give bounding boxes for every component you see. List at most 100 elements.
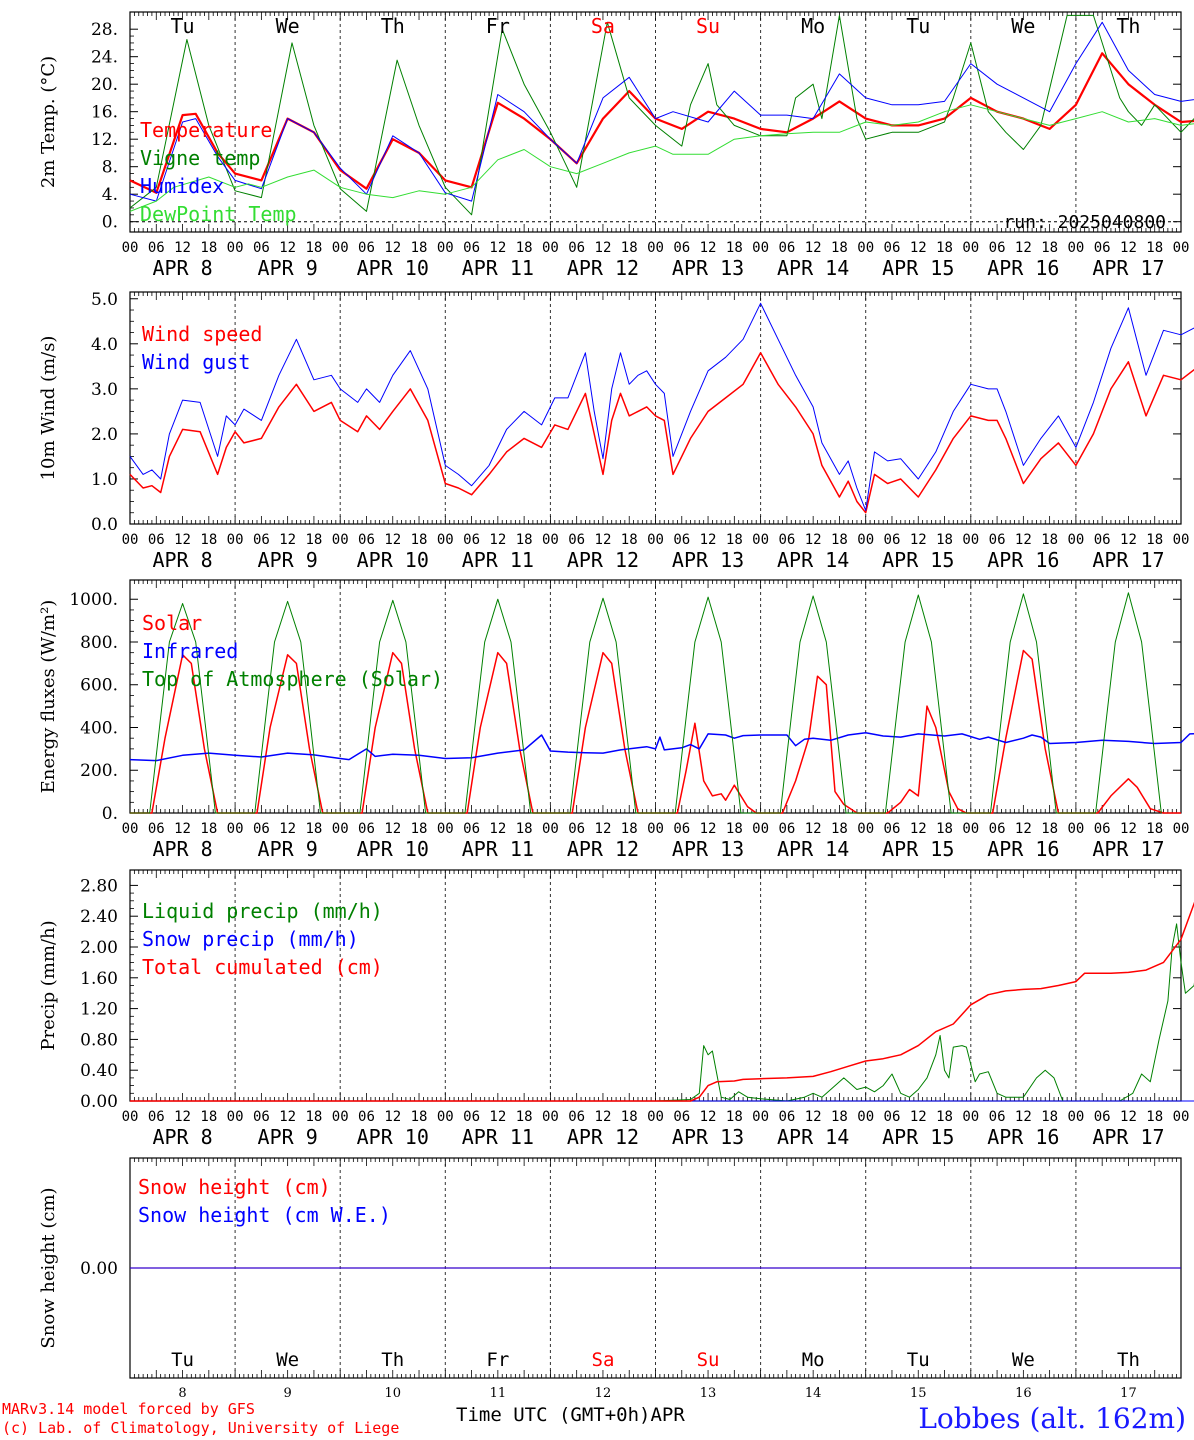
y-axis-label: Precip (mm/h)	[38, 920, 59, 1050]
hour-tick-label: 06	[568, 532, 585, 548]
y-tick-label: 4.	[102, 185, 118, 205]
hour-tick-label: 06	[463, 821, 480, 837]
day-of-week-label: Tu	[171, 14, 195, 38]
hour-tick-label: 12	[279, 240, 296, 256]
bottom-day-label: We	[1012, 1349, 1035, 1371]
date-label: APR 14	[777, 837, 849, 861]
hour-tick-label: 18	[621, 240, 638, 256]
day-of-week-label: Tu	[906, 14, 930, 38]
hour-tick-label: 06	[253, 532, 270, 548]
hour-tick-label: 00	[1067, 1109, 1084, 1125]
date-label: APR 17	[1092, 256, 1164, 280]
y-tick-label: 20.	[91, 75, 118, 95]
hour-tick-label: 12	[595, 240, 612, 256]
hour-tick-label: 12	[595, 532, 612, 548]
legend-entry: Temperature	[140, 118, 272, 142]
hour-tick-label: 18	[621, 532, 638, 548]
hour-tick-label: 12	[174, 1109, 191, 1125]
hour-tick-label: 00	[227, 532, 244, 548]
hour-tick-label: 00	[962, 532, 979, 548]
date-label: APR 8	[152, 1125, 212, 1149]
hour-tick-label: 00	[752, 532, 769, 548]
date-label: APR 16	[987, 837, 1059, 861]
hour-tick-label: 00	[437, 240, 454, 256]
hour-tick-label: 00	[332, 1109, 349, 1125]
date-label: APR 15	[882, 837, 954, 861]
hour-tick-label: 06	[358, 821, 375, 837]
hour-tick-label: 00	[1067, 240, 1084, 256]
y-tick-label: 1.60	[80, 969, 118, 989]
series-line-temperature	[129, 52, 1194, 194]
hour-tick-label: 18	[411, 532, 428, 548]
date-label: APR 14	[777, 1125, 849, 1149]
y-tick-label: 4.0	[91, 335, 118, 355]
hour-tick-label: 18	[831, 1109, 848, 1125]
date-label: APR 16	[987, 1125, 1059, 1149]
hour-tick-label: 12	[910, 240, 927, 256]
hour-tick-label: 00	[752, 821, 769, 837]
date-label: APR 8	[152, 256, 212, 280]
date-label: APR 17	[1092, 548, 1164, 572]
hour-tick-label: 00	[857, 1109, 874, 1125]
bottom-day-label: Mo	[802, 1349, 825, 1371]
hour-tick-label: 06	[1094, 1109, 1111, 1125]
bottom-day-number: 12	[595, 1386, 612, 1400]
hour-tick-label: 18	[200, 240, 217, 256]
hour-tick-label: 18	[726, 240, 743, 256]
hour-tick-label: 06	[358, 532, 375, 548]
hour-tick-label: 12	[805, 821, 822, 837]
hour-tick-label: 06	[463, 532, 480, 548]
hour-tick-label: 18	[936, 532, 953, 548]
y-tick-label: 1000.	[69, 590, 118, 610]
hour-tick-label: 00	[122, 532, 139, 548]
date-label: APR 15	[882, 256, 954, 280]
hour-tick-label: 12	[805, 1109, 822, 1125]
hour-tick-label: 06	[673, 240, 690, 256]
y-tick-label: 0.00	[80, 1259, 118, 1279]
hour-tick-label: 18	[1146, 821, 1163, 837]
hour-tick-label: 00	[857, 240, 874, 256]
hour-tick-label: 00	[122, 821, 139, 837]
hour-tick-label: 00	[962, 240, 979, 256]
hour-tick-label: 00	[437, 532, 454, 548]
legend-entry: Vigne temp	[140, 146, 260, 170]
hour-tick-label: 12	[910, 532, 927, 548]
hour-tick-label: 06	[989, 532, 1006, 548]
hour-tick-label: 12	[1120, 532, 1137, 548]
hour-tick-label: 12	[489, 821, 506, 837]
hour-tick-label: 12	[174, 821, 191, 837]
legend-entry: Solar	[142, 611, 202, 635]
hour-tick-label: 06	[778, 821, 795, 837]
date-label: APR 12	[567, 256, 639, 280]
date-label: APR 14	[777, 548, 849, 572]
hour-tick-label: 06	[358, 240, 375, 256]
day-of-week-label: Th	[1116, 14, 1140, 38]
hour-tick-label: 00	[122, 240, 139, 256]
hour-tick-label: 18	[726, 1109, 743, 1125]
hour-tick-label: 00	[332, 532, 349, 548]
hour-tick-label: 12	[489, 240, 506, 256]
hour-tick-label: 00	[1067, 532, 1084, 548]
hour-tick-label: 00	[1173, 1109, 1190, 1125]
hour-tick-label: 00	[752, 1109, 769, 1125]
hour-tick-label: 12	[1120, 240, 1137, 256]
legend-entry: Snow height (cm)	[138, 1175, 331, 1199]
hour-tick-label: 06	[673, 532, 690, 548]
y-tick-label: 3.0	[91, 380, 118, 400]
hour-tick-label: 06	[148, 1109, 165, 1125]
hour-tick-label: 00	[962, 1109, 979, 1125]
hour-tick-label: 00	[752, 240, 769, 256]
bottom-day-number: 11	[490, 1386, 507, 1400]
y-axis-label: Snow height (cm)	[38, 1187, 59, 1348]
date-label: APR 13	[672, 256, 744, 280]
date-label: APR 16	[987, 548, 1059, 572]
hour-tick-label: 00	[332, 821, 349, 837]
hour-tick-label: 06	[989, 821, 1006, 837]
hour-tick-label: 00	[1173, 240, 1190, 256]
date-label: APR 14	[777, 256, 849, 280]
hour-tick-label: 18	[305, 1109, 322, 1125]
legend-entry: Snow height (cm W.E.)	[138, 1203, 391, 1227]
run-label: run: 2025040800	[1003, 212, 1166, 233]
hour-tick-label: 12	[489, 532, 506, 548]
y-tick-label: 200.	[80, 761, 118, 781]
